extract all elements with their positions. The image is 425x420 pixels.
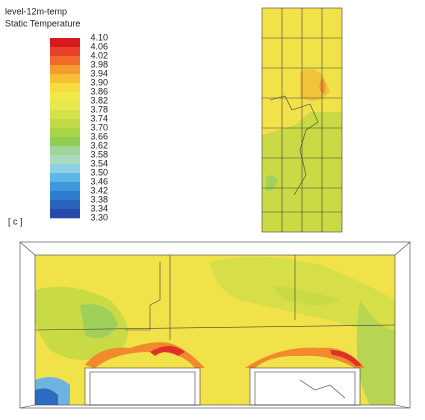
colorbar-band <box>50 200 80 210</box>
colorbar-band <box>50 191 80 201</box>
colorbar-band <box>50 83 80 93</box>
colorbar-label: 3.42 <box>90 185 108 195</box>
legend-subtitle: Static Temperature <box>5 18 80 28</box>
colorbar-label: 3.50 <box>90 167 108 177</box>
colorbar-label: 3.86 <box>90 86 108 96</box>
colorbar-label: 3.74 <box>90 113 108 123</box>
colorbar-band <box>50 101 80 111</box>
colorbar-band <box>50 47 80 57</box>
colorbar-band <box>50 137 80 147</box>
colorbar-band <box>50 56 80 66</box>
colorbar-band <box>50 92 80 102</box>
colorbar-band <box>50 65 80 75</box>
colorbar-label: 3.66 <box>90 131 108 141</box>
legend-unit: [ c ] <box>8 216 23 226</box>
colorbar-band <box>50 182 80 192</box>
colorbar-band <box>50 173 80 183</box>
colorbar-band <box>50 146 80 156</box>
colorbar-label: 3.62 <box>90 140 108 150</box>
section-view <box>19 241 411 409</box>
colorbar-band <box>50 209 80 219</box>
colorbar-band <box>50 164 80 174</box>
colorbar-label: 3.90 <box>90 77 108 87</box>
colorbar-label: 4.06 <box>90 41 108 51</box>
colorbar-band <box>50 155 80 165</box>
colorbar-label: 3.46 <box>90 176 108 186</box>
colorbar-label: 3.70 <box>90 122 108 132</box>
colorbar-band <box>50 38 80 48</box>
colorbar-label: 3.54 <box>90 158 108 168</box>
colorbar-label: 3.94 <box>90 68 108 78</box>
colorbar-label: 4.10 <box>90 32 108 42</box>
colorbar-band <box>50 119 80 129</box>
plan-view <box>261 7 343 233</box>
colorbar-label: 3.98 <box>90 59 108 69</box>
colorbar-label: 3.30 <box>90 212 108 222</box>
colorbar-label: 3.78 <box>90 104 108 114</box>
colorbar-label: 4.02 <box>90 50 108 60</box>
colorbar-label: 3.38 <box>90 194 108 204</box>
colorbar: 4.104.064.023.983.943.903.863.823.783.74… <box>50 32 108 222</box>
section-wireframe <box>19 241 411 409</box>
colorbar-label: 3.58 <box>90 149 108 159</box>
colorbar-label: 3.82 <box>90 95 108 105</box>
colorbar-band <box>50 128 80 138</box>
colorbar-band <box>50 74 80 84</box>
plan-grid <box>261 7 343 233</box>
colorbar-label: 3.34 <box>90 203 108 213</box>
legend-title: level-12m-temp <box>5 6 67 16</box>
colorbar-band <box>50 110 80 120</box>
